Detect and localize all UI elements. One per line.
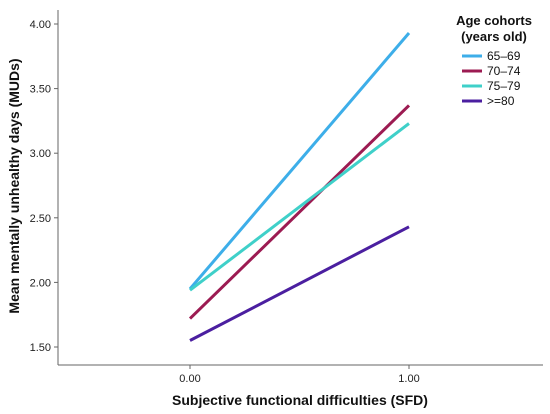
y-tick-label: 1.50 — [30, 342, 51, 354]
y-tick-label: 2.50 — [30, 213, 51, 225]
legend-title-line1: Age cohorts — [456, 13, 532, 28]
series-line-3 — [189, 122, 410, 292]
x-tick-label: 1.00 — [398, 373, 419, 385]
series-line-2 — [188, 104, 411, 320]
legend: Age cohorts (years old) 65–6970–7475–79>… — [456, 13, 532, 108]
legend-label: >=80 — [487, 94, 515, 108]
y-tick-label: 4.00 — [30, 19, 51, 31]
plot-frame — [57, 10, 543, 366]
x-tick-label: 0.00 — [179, 373, 200, 385]
y-axis-title: Mean mentally unhealthy days (MUDs) — [6, 58, 22, 313]
legend-label: 70–74 — [487, 64, 521, 78]
x-axis-title: Subjective functional difficulties (SFD) — [172, 392, 428, 408]
y-tick-label: 3.00 — [30, 148, 51, 160]
legend-title-line2: (years old) — [461, 29, 527, 44]
y-ticks: 1.50 2.00 2.50 3.00 3.50 4.00 — [30, 19, 58, 354]
legend-label: 75–79 — [487, 79, 521, 93]
y-tick-label: 2.00 — [30, 277, 51, 289]
x-ticks: 0.00 1.00 — [179, 365, 420, 385]
series-line-4 — [189, 225, 410, 342]
legend-label: 65–69 — [487, 49, 521, 63]
series-line-1 — [188, 32, 411, 290]
series-lines — [188, 32, 411, 342]
y-tick-label: 3.50 — [30, 84, 51, 96]
